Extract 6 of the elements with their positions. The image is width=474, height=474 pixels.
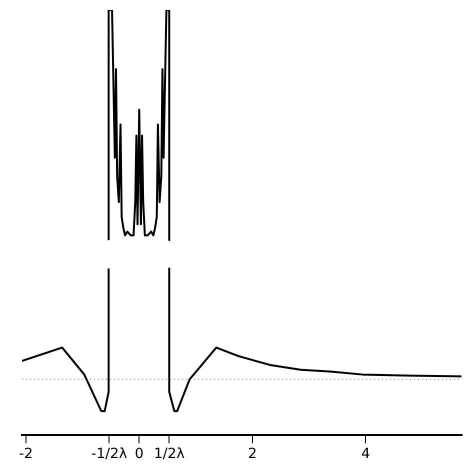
x-tick-label: 1/2λ xyxy=(154,446,185,462)
x-tick-label: 0 xyxy=(134,446,144,462)
x-tick-label: 2 xyxy=(248,446,257,462)
x-tick-label: -1/2λ xyxy=(91,446,128,462)
x-tick-label: -2 xyxy=(18,446,33,462)
x-tick-label: 4 xyxy=(361,446,370,462)
